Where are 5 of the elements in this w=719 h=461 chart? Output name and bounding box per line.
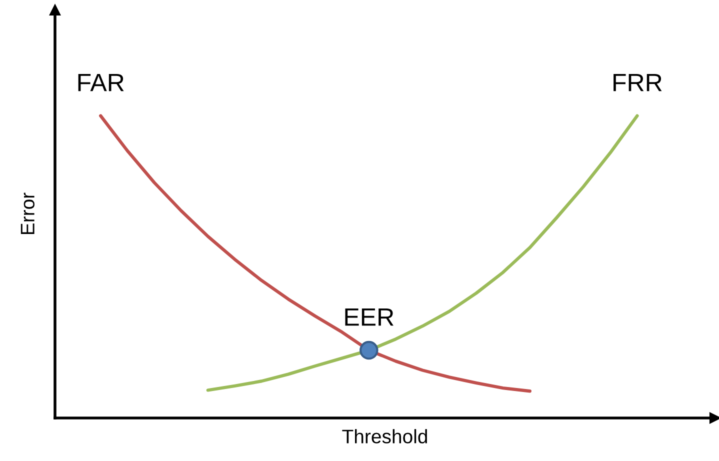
- annotation: EER: [345, 308, 394, 326]
- series-label: FRR: [614, 74, 662, 92]
- series-label: FAR: [78, 74, 124, 92]
- x-axis-title: Threshold: [342, 429, 427, 444]
- y-axis-title: Error: [20, 192, 34, 234]
